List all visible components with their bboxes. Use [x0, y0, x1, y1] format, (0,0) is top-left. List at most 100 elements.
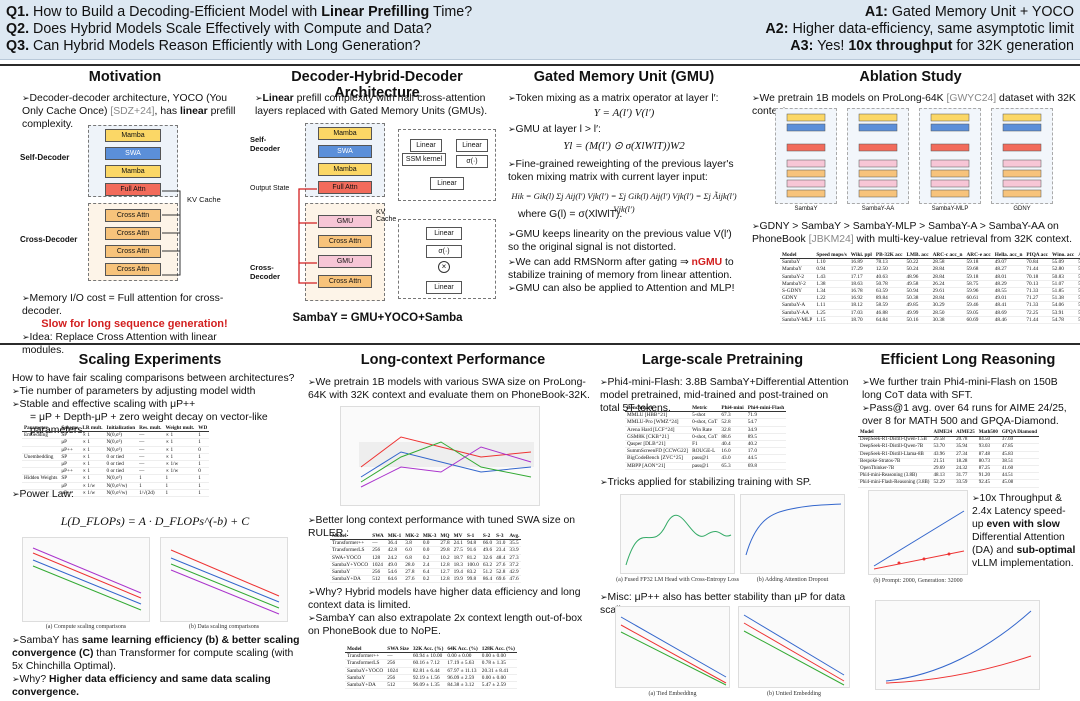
table-cell: 1 [196, 453, 210, 462]
table-cell: 31.77 [954, 472, 977, 481]
table-row: BigCodeBench [ZVC⁺25] pass@1 43.0 44.5 [625, 454, 787, 463]
table-cell: 92.45 [976, 479, 1000, 488]
table-cell: 0.00 ± 0.00 [479, 674, 517, 683]
table-cell: 1 [163, 489, 197, 498]
table-cell: 16.78 [848, 287, 874, 296]
table-cell: μP++ [59, 467, 81, 476]
table-cell: SWA+YOCO [330, 554, 371, 562]
table-cell: 42.9 [507, 568, 522, 577]
table-header-cell: MK-1 [385, 533, 404, 541]
compute-scaling-plot [22, 537, 150, 622]
sambay-formula: SambaY = GMU+YOCO+Samba [292, 312, 463, 324]
table-cell: 0 or tied [104, 467, 138, 476]
table-row: SambaY 256 92.19 ± 1.56 96.09 ± 2.59 0.00 ± … [345, 674, 517, 683]
motivation-bullet-1: Decoder-decoder architecture, YOCO (You … [22, 92, 240, 131]
table-row: SambaY+DA 512 64.6 27.6 0.2 12.8 19.9 99.8 86.4 6… [330, 575, 522, 584]
cross-attn-block: Cross Attn [105, 263, 161, 276]
table-header-cell: WD [196, 425, 210, 433]
table-header-cell: Initialization [104, 425, 138, 433]
table-cell: 49.0 [385, 561, 404, 570]
mamba-block: Mamba [318, 127, 372, 140]
table-cell: SambaY-MLP [780, 316, 815, 325]
table-header-cell: Weight mult. [163, 425, 197, 433]
table-cell: 66.0 [480, 539, 495, 548]
self-decoder-label: Self-Decoder [20, 153, 70, 162]
table-cell: 18.3 [451, 561, 465, 570]
table-cell: — [385, 652, 411, 661]
table-cell: 92.19 ± 1.56 [410, 674, 446, 683]
table-cell: 0.94 [814, 265, 849, 274]
table-cell: — [137, 467, 164, 476]
table-cell: 52.65 [1076, 316, 1080, 325]
table-cell: SambaY+YOCO [330, 561, 371, 570]
table-cell: SP [59, 431, 81, 440]
table-cell: 30.29 [930, 301, 965, 310]
table-cell: 60.69 [964, 316, 993, 325]
table-cell: 67.3 [719, 411, 746, 420]
table-row: Transformer++ —60.94 ± 10.00 0.00 ± 0.00 0.… [345, 652, 517, 661]
table-cell: 48.46 [992, 316, 1025, 325]
table-cell: μP++ [59, 446, 81, 454]
table-cell: SambaY [330, 568, 371, 577]
table-header-cell: ARC-c acc_n [930, 252, 965, 260]
table-cell: 1 [163, 482, 197, 490]
table-cell: DeepSeek-R1-Distill-Llama-8B [858, 451, 932, 459]
table-cell: 20.31 ± 8.41 [479, 667, 517, 675]
table-cell: 69.8 [745, 462, 787, 470]
table-cell [22, 482, 60, 490]
table-cell: 59.68 [964, 265, 993, 274]
table-cell: 50.38 [904, 294, 931, 303]
table-cell: SambaY-2 [780, 273, 815, 281]
gmu-title: Gated Memory Unit (GMU) [533, 69, 715, 85]
table-header-cell: Parameter [22, 425, 60, 433]
table-cell: 18.7 [451, 554, 465, 562]
ablation-table: Model Speed mops/s Wiki. ppl PB-32K acc LMB.… [780, 252, 1080, 325]
table-cell: 60.61 [964, 294, 993, 303]
linear-block: Linear [410, 139, 442, 152]
table-cell: 17.17 [848, 273, 874, 281]
table-cell: OpenThinker-7B [858, 465, 932, 474]
table-cell: MMLU [HBB⁺21] [625, 411, 691, 420]
table-cell: BigCodeBench [ZVC⁺25] [625, 454, 691, 463]
table-header-cell: 64K Acc. (%) [445, 646, 480, 654]
table-cell: 47.6 [507, 575, 522, 584]
table-cell: 51.75 [1076, 294, 1080, 303]
ablation-bullet-2: GDNY > SambaY > SambaY-MLP > SambaY-A > … [752, 220, 1072, 246]
gmu-block: GMU [318, 255, 372, 268]
table-cell: 89.84 [873, 294, 905, 303]
cross-attn-block: Cross Attn [318, 275, 372, 288]
table-cell: 44.5 [745, 454, 787, 463]
table-cell: pass@1 [690, 454, 720, 463]
table-cell: SP [59, 474, 81, 483]
table-cell: 51.00 [1076, 273, 1080, 281]
table-cell: 128 [370, 554, 386, 562]
table-header-cell: S-2 [480, 533, 495, 541]
table-header-cell: S-1 [464, 533, 481, 541]
table-cell: 28.84 [930, 294, 965, 303]
table-cell: 28.50 [930, 309, 965, 317]
table-cell: N(0,σ²/w) [104, 489, 138, 498]
table-cell: 89.5 [745, 433, 787, 442]
untied-embedding-plot [738, 606, 850, 688]
attn-dropout-plot [740, 494, 845, 574]
table-cell: 48.29 [992, 280, 1025, 289]
table-cell: Phi4-mini-Reasoning (3.8B) [858, 472, 932, 481]
table-cell: 1 [137, 474, 164, 483]
table-header-cell: Avg. [507, 533, 522, 541]
ablation-bullet-1: We pretrain 1B models on ProLong-64K [GW… [752, 92, 1077, 118]
table-cell: 51.01 [1076, 280, 1080, 289]
table-cell: Phi4-mini-Flash-Reasoning (3.8B) [858, 479, 932, 488]
motivation-bullet-2: Memory I/O cost = Full attention for cro… [22, 292, 247, 357]
table-cell: ∝ 1/w [80, 489, 105, 498]
table-cell: 96.09 ± 2.59 [445, 674, 480, 683]
table-cell: SambaY [780, 258, 815, 267]
table-cell: μP [59, 482, 81, 490]
table-cell: 1.15 [814, 316, 849, 325]
table-cell: DeepSeek-R1-Distill-Qwen-7B [858, 443, 932, 452]
longctx-bullet-1: We pretrain 1B models with various SWA s… [308, 376, 593, 402]
table-cell: 1.38 [814, 280, 849, 289]
table-cell: 93.03 [976, 443, 1000, 452]
table-cell: 35.5 [507, 539, 522, 548]
table-cell: MBPP [AON⁺21] [625, 462, 691, 470]
reasoning-bullet-3: 10x Throughput & 2.4x Latency speed-up e… [972, 492, 1077, 570]
